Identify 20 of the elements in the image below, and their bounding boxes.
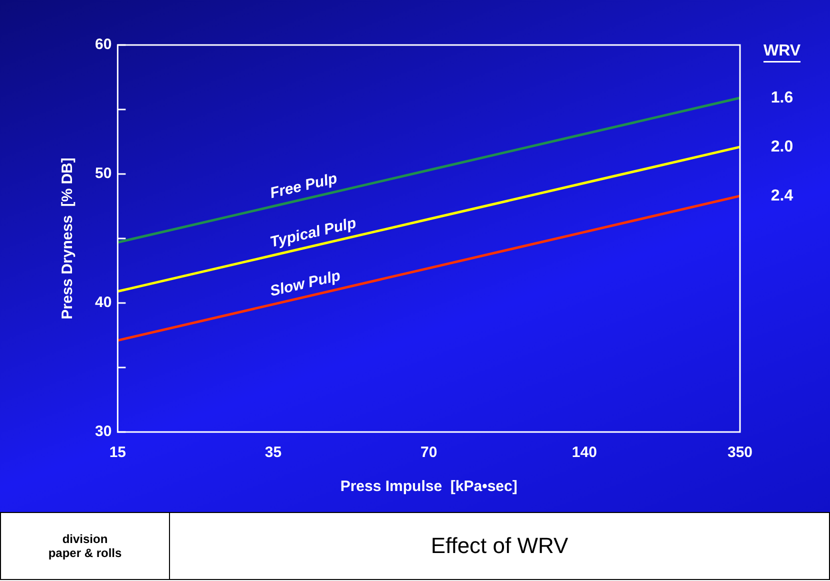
text: Effect of WRV	[430, 532, 570, 560]
x-tick-label: 70	[420, 444, 438, 462]
text: Free Pulp	[268, 170, 339, 202]
text: Typical Pulp	[268, 214, 358, 252]
x-axis-title: Press Impulse [kPa•sec]	[340, 478, 518, 496]
annotation: 1.6	[770, 89, 794, 106]
y-tick-label: 50	[94, 165, 112, 182]
x-tick-label: 15	[109, 444, 126, 462]
y-axis-title: Press Dryness [% DB]	[59, 158, 76, 320]
text: division paper & rolls	[1, 513, 170, 579]
annotation: 2.4	[770, 187, 794, 204]
text: Slow Pulp	[268, 267, 342, 300]
text: WRV	[763, 42, 801, 60]
y-tick-label: 30	[94, 423, 112, 440]
y-tick-label: 60	[94, 36, 112, 54]
y-tick-label: 40	[94, 294, 112, 312]
x-tick-label: 140	[572, 444, 597, 462]
x-tick-label: 35	[264, 444, 282, 462]
annotation: 2.0	[770, 138, 794, 156]
x-tick-label: 350	[727, 444, 753, 462]
